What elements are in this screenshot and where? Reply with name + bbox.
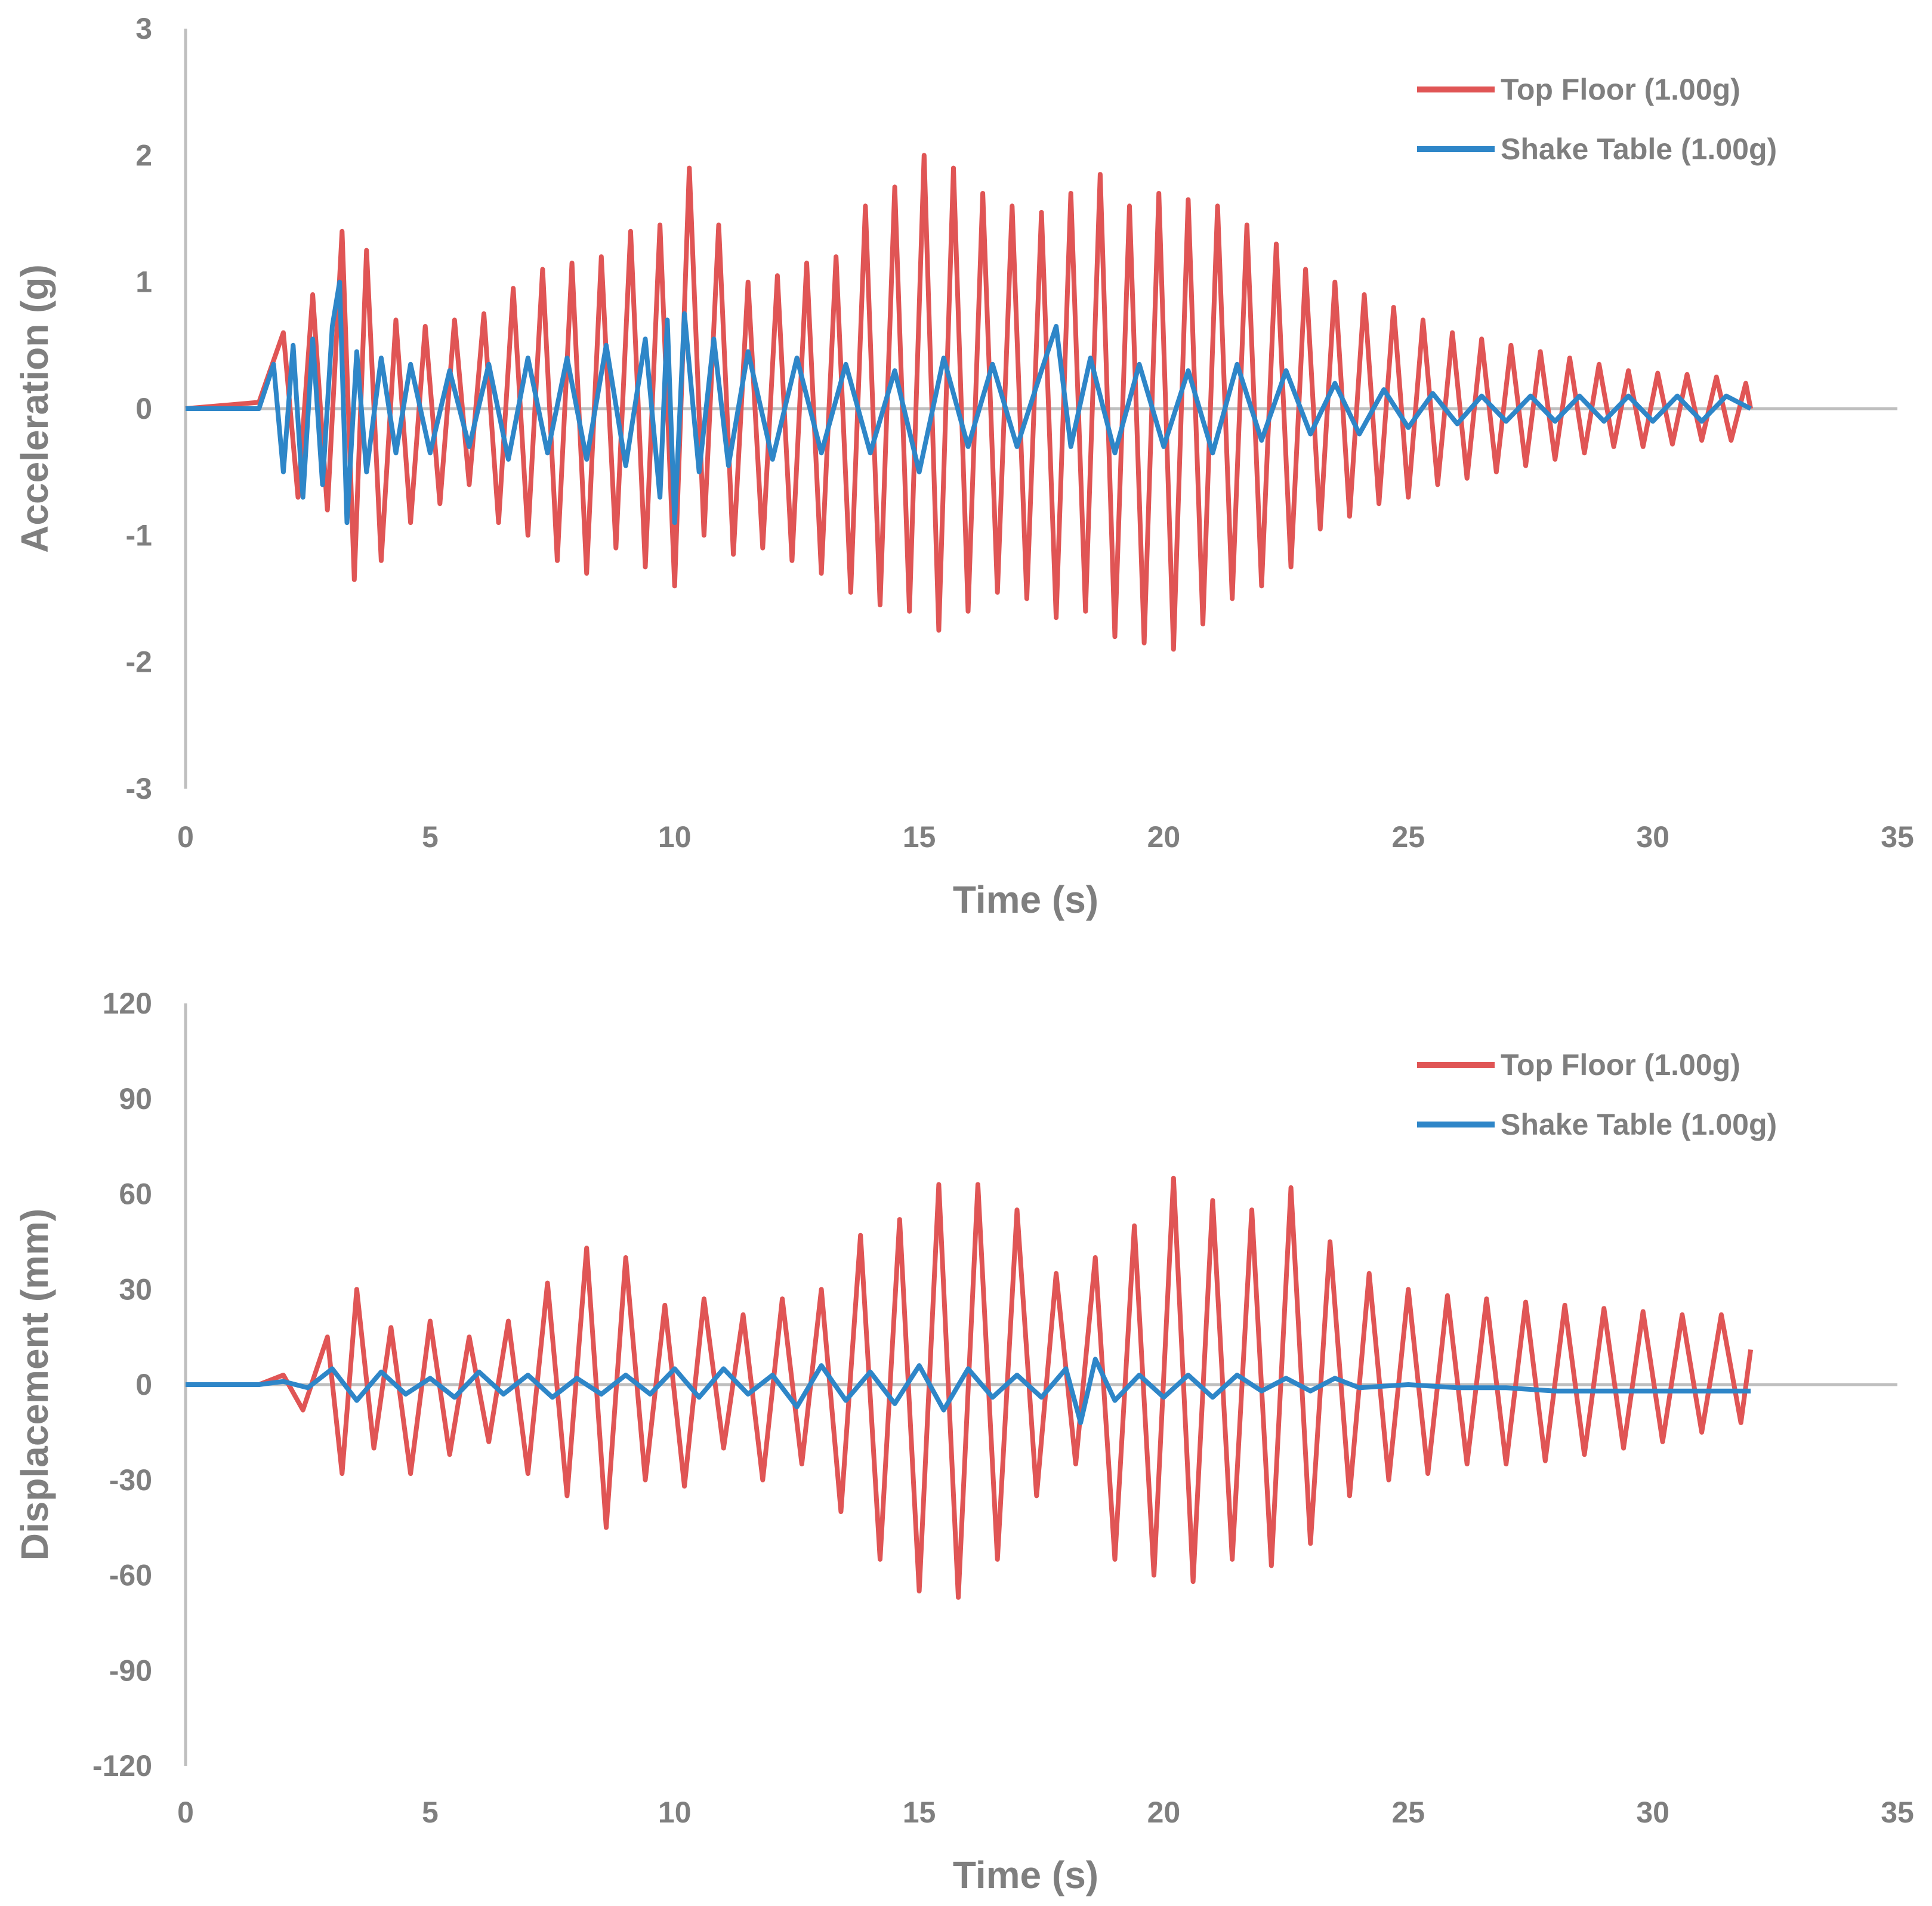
acc-x-tick-label: 35 bbox=[1881, 820, 1914, 854]
disp-x-tick-label: 25 bbox=[1391, 1796, 1425, 1829]
acc-y-tick-label: -2 bbox=[126, 645, 152, 679]
disp-legend-label-top-floor: Top Floor (1.00g) bbox=[1501, 1048, 1740, 1082]
acc-y-tick-label: 1 bbox=[135, 265, 152, 299]
disp-shake-table-line bbox=[186, 1357, 1751, 1425]
disp-legend: Top Floor (1.00g) Shake Table (1.00g) bbox=[1417, 1048, 1777, 1141]
disp-y-tick-label: 0 bbox=[135, 1368, 152, 1401]
acc-x-tick-label: 30 bbox=[1636, 820, 1669, 854]
acc-x-tick-label: 10 bbox=[658, 820, 692, 854]
acc-x-tick-label: 5 bbox=[422, 820, 439, 854]
disp-x-tick-label: 15 bbox=[903, 1796, 936, 1829]
disp-x-axis-title: Time (s) bbox=[953, 1854, 1098, 1896]
acceleration-chart: -3 -2 -1 0 1 2 3 0 5 10 15 20 25 30 35 Time (s) Accel… bbox=[13, 12, 1914, 921]
acc-y-tick-label: -3 bbox=[126, 772, 152, 805]
displacement-chart: -120 -90 -60 -30 0 30 60 90 120 0 5 10 15 20 25 30 35 T… bbox=[13, 987, 1914, 1896]
acc-legend-label-top-floor: Top Floor (1.00g) bbox=[1501, 73, 1740, 106]
disp-y-axis-title: Displacement (mm) bbox=[13, 1209, 56, 1561]
disp-y-tick-label: -60 bbox=[109, 1559, 152, 1592]
disp-top-floor-line bbox=[186, 1175, 1754, 1600]
acc-x-ticks: 0 5 10 15 20 25 30 35 bbox=[177, 820, 1914, 854]
disp-y-tick-label: -120 bbox=[92, 1749, 152, 1783]
acc-x-tick-label: 0 bbox=[177, 820, 194, 854]
acc-y-tick-label: 3 bbox=[135, 12, 152, 45]
disp-legend-label-shake-table: Shake Table (1.00g) bbox=[1501, 1108, 1777, 1141]
disp-y-tick-label: 90 bbox=[119, 1082, 152, 1116]
acc-x-tick-label: 15 bbox=[903, 820, 936, 854]
acc-y-tick-label: 2 bbox=[135, 138, 152, 172]
disp-y-tick-label: -30 bbox=[109, 1463, 152, 1497]
acc-legend-label-shake-table: Shake Table (1.00g) bbox=[1501, 132, 1777, 166]
disp-x-ticks: 0 5 10 15 20 25 30 35 bbox=[177, 1796, 1914, 1829]
disp-x-tick-label: 5 bbox=[422, 1796, 439, 1829]
acc-y-ticks: -3 -2 -1 0 1 2 3 bbox=[126, 12, 152, 805]
acc-legend: Top Floor (1.00g) Shake Table (1.00g) bbox=[1417, 73, 1777, 166]
disp-x-tick-label: 35 bbox=[1881, 1796, 1914, 1829]
acc-x-tick-label: 20 bbox=[1147, 820, 1181, 854]
acc-y-tick-label: -1 bbox=[126, 518, 152, 552]
acc-shake-table-line bbox=[186, 279, 1752, 526]
acc-x-tick-label: 25 bbox=[1391, 820, 1425, 854]
disp-y-tick-label: 30 bbox=[119, 1272, 152, 1306]
disp-series bbox=[186, 1175, 1754, 1600]
disp-y-tick-label: 60 bbox=[119, 1178, 152, 1211]
disp-y-ticks: -120 -90 -60 -30 0 30 60 90 120 bbox=[92, 987, 152, 1783]
acc-x-axis-title: Time (s) bbox=[953, 878, 1098, 921]
disp-x-tick-label: 30 bbox=[1636, 1796, 1669, 1829]
acc-y-tick-label: 0 bbox=[135, 392, 152, 425]
disp-x-tick-label: 10 bbox=[658, 1796, 692, 1829]
disp-y-tick-label: -90 bbox=[109, 1654, 152, 1687]
acc-series bbox=[185, 153, 1754, 652]
disp-x-tick-label: 20 bbox=[1147, 1796, 1181, 1829]
disp-y-tick-label: 120 bbox=[103, 987, 152, 1020]
disp-x-tick-label: 0 bbox=[177, 1796, 194, 1829]
acc-y-axis-title: Acceleration (g) bbox=[13, 264, 56, 553]
